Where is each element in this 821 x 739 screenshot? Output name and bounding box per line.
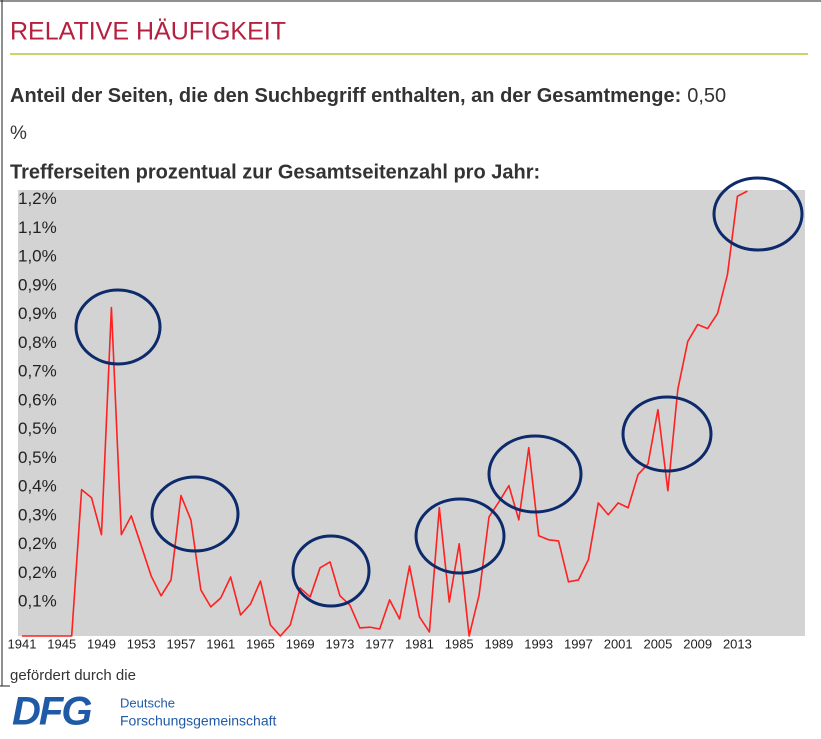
x-tick-label: 1965	[246, 636, 275, 651]
dfg-logo: DFG	[12, 690, 91, 734]
x-tick-label: 1977	[365, 636, 394, 651]
y-tick-label: 0,5%	[18, 448, 57, 467]
y-tick-label: 1,2%	[18, 189, 57, 208]
summary: Anteil der Seiten, die den Suchbegriff e…	[10, 85, 726, 107]
highlight-circle	[414, 497, 506, 575]
y-tick-label: 0,9%	[18, 275, 57, 294]
x-tick-label: 1957	[167, 636, 196, 651]
x-tick-label: 1981	[405, 636, 434, 651]
y-tick-label: 0,9%	[18, 304, 57, 323]
summary-label: Anteil der Seiten, die den Suchbegriff e…	[10, 85, 681, 107]
org-name: Deutsche	[120, 695, 175, 710]
x-tick-label: 2009	[683, 636, 712, 651]
y-tick-label: 0,2%	[18, 534, 57, 553]
data-line	[21, 190, 748, 637]
funded-by: gefördert durch die	[10, 667, 136, 684]
highlight-circle	[621, 395, 713, 473]
y-tick-label: 0,7%	[18, 362, 57, 381]
annotations	[74, 176, 804, 608]
y-tick-label: 0,6%	[18, 390, 57, 409]
org-name: Forschungsgemeinschaft	[120, 713, 277, 729]
x-tick-label: 2001	[604, 636, 633, 651]
x-tick-label: 1941	[8, 636, 37, 651]
chart-title: Trefferseiten prozentual zur Gesamtseite…	[10, 161, 540, 183]
x-tick-label: 1989	[484, 636, 513, 651]
y-tick-label: 0,2%	[18, 563, 57, 582]
highlight-circle	[291, 534, 371, 608]
y-tick-label: 0,8%	[18, 333, 57, 352]
highlight-circle	[150, 475, 240, 553]
x-tick-label: 2005	[643, 636, 672, 651]
x-tick-label: 1949	[87, 636, 116, 651]
plot: 0,1% 0,2% 0,2% 0,3% 0,4% 0,5% 0,5% 0,6% 0,7% 0,8%…	[8, 189, 752, 651]
x-tick-label: 1973	[325, 636, 354, 651]
y-tick-label: 0,5%	[18, 419, 57, 438]
y-tick-label: 0,3%	[18, 505, 57, 524]
section-title: RELATIVE HÄUFIGKEIT	[10, 18, 286, 46]
y-tick-label: 1,1%	[18, 218, 57, 237]
x-tick-label: 1953	[127, 636, 156, 651]
x-tick-label: 1993	[524, 636, 553, 651]
x-tick-label: 1985	[445, 636, 474, 651]
x-tick-label: 1969	[286, 636, 315, 651]
highlight-circle	[487, 434, 583, 514]
y-tick-label: 1,0%	[18, 247, 57, 266]
highlight-circle	[712, 176, 804, 252]
x-tick-label: 1997	[564, 636, 593, 651]
plot-area	[18, 190, 805, 636]
summary-value: 0,50	[687, 85, 726, 107]
x-tick-label: 1945	[47, 636, 76, 651]
x-tick-label: 2013	[723, 636, 752, 651]
x-tick-label: 1961	[206, 636, 235, 651]
y-tick-label: 0,1%	[18, 592, 57, 611]
summary-unit: %	[10, 123, 27, 144]
highlight-circle	[74, 288, 162, 366]
y-tick-label: 0,4%	[18, 477, 57, 496]
